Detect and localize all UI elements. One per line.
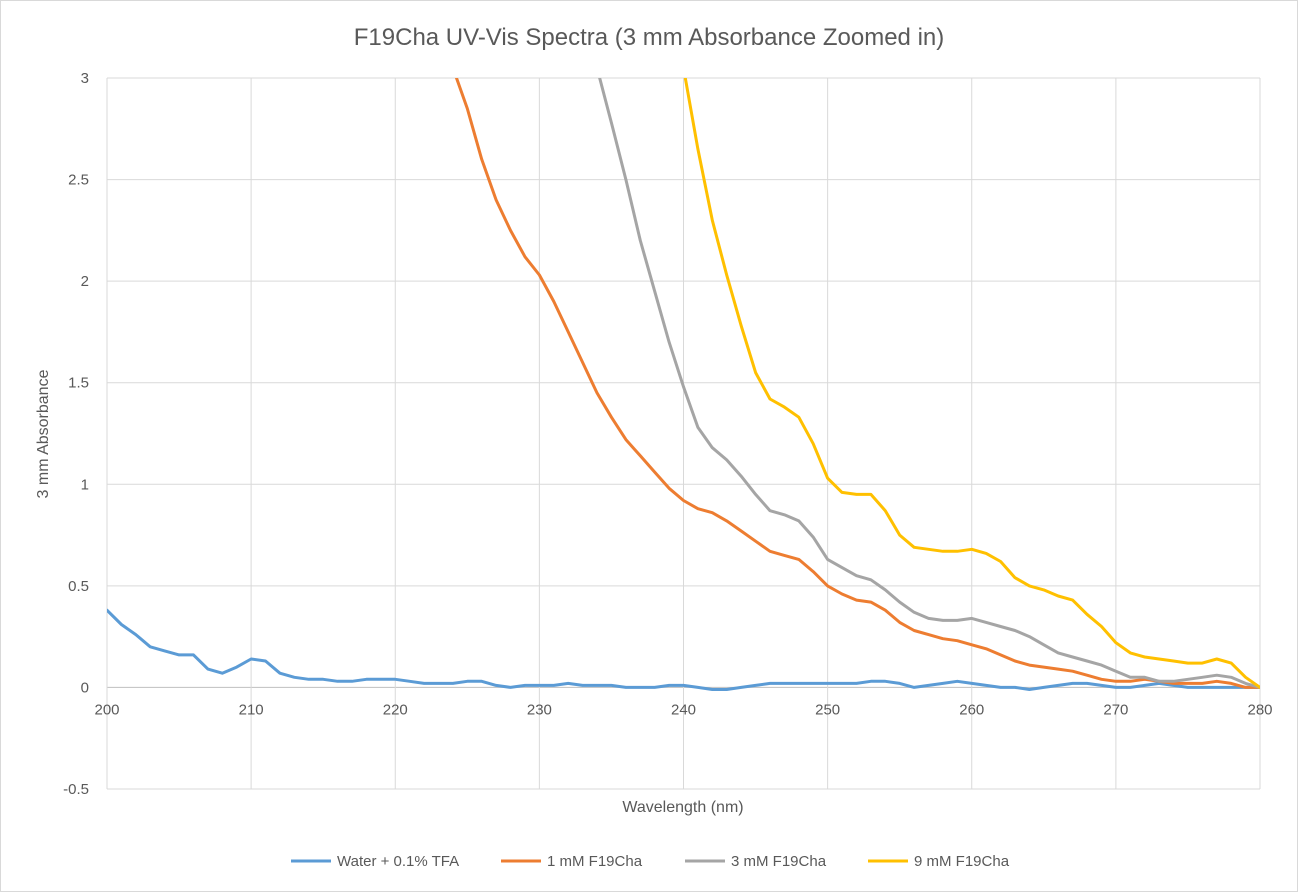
x-tick-label: 220 (383, 701, 408, 718)
x-tick-label: 230 (527, 701, 552, 718)
y-tick-label: -0.5 (63, 781, 89, 798)
y-tick-label: 0.5 (68, 578, 89, 595)
y-tick-label: 1 (81, 476, 89, 493)
y-tick-label: 0 (81, 679, 89, 696)
series-line-1-mm-f19cha (454, 78, 1260, 689)
y-tick-label: 1.5 (68, 375, 89, 392)
x-tick-label: 280 (1247, 701, 1272, 718)
y-axis-ticks: -0.5 0 0.5 1 1.5 2 2.5 3 (63, 70, 89, 798)
series-lines (107, 78, 1260, 691)
x-axis-title: Wavelength (nm) (622, 799, 743, 816)
x-tick-label: 240 (671, 701, 696, 718)
legend-label: 1 mM F19Cha (547, 853, 643, 870)
series-line-9-mm-f19cha (683, 78, 1260, 689)
y-tick-label: 2 (81, 273, 89, 290)
x-tick-label: 200 (94, 701, 119, 718)
y-tick-label: 3 (81, 70, 89, 87)
legend-label: 9 mM F19Cha (914, 853, 1010, 870)
x-axis-ticks: 200 210 220 230 240 250 260 270 280 (94, 701, 1272, 718)
legend: Water + 0.1% TFA 1 mM F19Cha 3 mM F19Cha 9 … (291, 853, 1010, 870)
legend-label: 3 mM F19Cha (731, 853, 827, 870)
x-tick-label: 270 (1103, 701, 1128, 718)
legend-label: Water + 0.1% TFA (337, 853, 459, 870)
x-tick-label: 250 (815, 701, 840, 718)
y-tick-label: 2.5 (68, 172, 89, 189)
chart-title: F19Cha UV-Vis Spectra (3 mm Absorbance Z… (354, 24, 944, 51)
series-line-water-0-1-tfa (107, 608, 1260, 691)
series-line-3-mm-f19cha (598, 78, 1260, 689)
y-axis-title: 3 mm Absorbance (35, 369, 52, 498)
x-tick-label: 210 (239, 701, 264, 718)
x-tick-label: 260 (959, 701, 984, 718)
